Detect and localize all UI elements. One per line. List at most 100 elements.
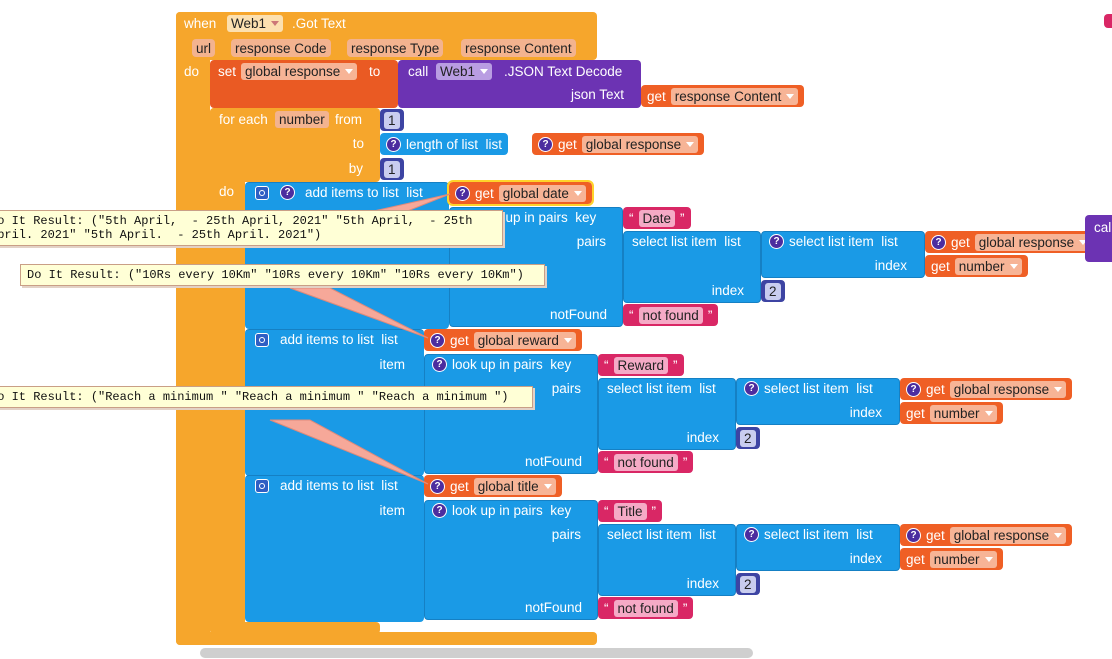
help-icon[interactable]: ?	[386, 136, 401, 152]
get-block: get response Content	[641, 85, 805, 107]
help-icon[interactable]: ?	[432, 357, 447, 372]
text-block: “ not found ”	[598, 597, 694, 619]
dropdown-arrow	[786, 93, 795, 99]
dropdown-field[interactable]: number	[929, 404, 997, 422]
dropdown-field[interactable]: global title	[473, 477, 556, 495]
text-block: “ Date ”	[623, 207, 691, 229]
block-label: to	[352, 136, 364, 151]
field-text: global response	[245, 64, 341, 79]
block-label: select list item list	[607, 381, 716, 396]
help-icon[interactable]: ?	[931, 234, 946, 250]
field: Date	[638, 209, 676, 227]
block-label: response Code	[235, 40, 327, 56]
block-label: url	[196, 40, 212, 56]
mutator-gear[interactable]	[255, 479, 269, 493]
dropdown-field[interactable]: global response	[949, 526, 1067, 544]
dropdown-field[interactable]: global response	[241, 63, 358, 80]
text-block: “ Title ”	[598, 500, 663, 522]
block-label: get	[906, 405, 925, 421]
block-label: select list item list	[764, 527, 873, 542]
field-text: global date	[502, 185, 569, 201]
field: not found	[613, 599, 678, 617]
comment-pointer	[269, 419, 429, 485]
comment-pointer	[289, 287, 429, 339]
field-text: global response	[585, 136, 682, 152]
help-icon[interactable]: ?	[432, 503, 447, 518]
block-label: get	[450, 478, 469, 494]
block-label: select list item list	[764, 381, 873, 396]
quote: ”	[651, 503, 657, 519]
help-icon[interactable]: ?	[430, 332, 445, 348]
help-icon[interactable]: ?	[906, 381, 921, 397]
field-text: 1	[388, 161, 396, 177]
mutator-gear[interactable]	[255, 333, 269, 347]
dropdown-arrow	[686, 141, 695, 147]
help-icon[interactable]: ?	[430, 478, 445, 494]
field-text: number	[933, 551, 980, 567]
block-label: call	[408, 64, 429, 79]
dropdown-field[interactable]: number	[929, 550, 997, 568]
dropdown-field[interactable]: global response	[974, 233, 1092, 251]
dropdown-field[interactable]: global response	[581, 135, 699, 153]
dropdown-field[interactable]: global date	[498, 184, 586, 202]
block-label: get	[475, 185, 494, 201]
select-block	[623, 231, 761, 303]
field: 1	[384, 160, 400, 178]
dropdown-field[interactable]: global reward	[473, 331, 576, 349]
length-block: ? length of list list	[380, 133, 509, 155]
do-it-comment: Do It Result: ("10Rs every 10Km" "10Rs e…	[20, 264, 545, 286]
help-icon[interactable]: ?	[455, 185, 470, 201]
block-label: set	[218, 64, 237, 79]
block-label: look up in pairs key	[452, 357, 572, 372]
text-block: “ not found ”	[623, 304, 719, 326]
quote: “	[629, 210, 634, 226]
block-label: pairs	[551, 381, 581, 396]
field-text: 2	[744, 430, 752, 446]
dropdown-field[interactable]: number	[954, 257, 1022, 275]
block-label: look up in pairs key	[452, 503, 572, 518]
block-label: index	[686, 576, 719, 591]
dropdown-arrow	[984, 410, 993, 416]
field-text: not found	[617, 600, 674, 616]
dropdown-field[interactable]: response Content	[670, 87, 799, 105]
scrollbar[interactable]	[200, 648, 753, 658]
get-block: ? get global response	[532, 133, 705, 155]
field-text: 2	[744, 576, 752, 592]
block-label: pairs	[576, 234, 606, 249]
field-text: not found	[617, 454, 674, 470]
text-block: “ Reward ”	[598, 354, 684, 376]
help-icon[interactable]: ?	[538, 136, 553, 152]
field-text: number	[279, 112, 325, 127]
dropdown-arrow	[543, 483, 552, 489]
mutator-gear[interactable]	[255, 186, 269, 200]
quote: “	[604, 357, 609, 373]
get-block: get number	[925, 255, 1028, 277]
help-icon[interactable]: ?	[744, 381, 759, 396]
block-label: index	[849, 551, 882, 566]
help-icon[interactable]: ?	[744, 527, 759, 542]
get-block: ? get global date	[447, 180, 594, 206]
quote: “	[604, 454, 609, 470]
block-label: notFound	[549, 307, 607, 322]
add-items-block	[245, 475, 424, 622]
block-label: select list item list	[632, 234, 741, 249]
block-label: select list item list	[789, 234, 898, 249]
block-label: notFound	[524, 454, 582, 469]
lookup-block	[424, 354, 598, 474]
block-label: for each	[219, 112, 268, 127]
select-block	[598, 524, 736, 596]
dropdown-field[interactable]: Web1	[436, 63, 493, 80]
block-label: add items to list list	[280, 478, 398, 493]
block-label: get	[926, 527, 945, 543]
help-icon[interactable]: ?	[769, 234, 784, 249]
dropdown-field[interactable]: global response	[949, 380, 1067, 398]
field: 2	[765, 282, 781, 300]
get-block: get number	[900, 402, 1003, 424]
block-label: get	[558, 136, 577, 152]
dropdown-field[interactable]: Web1	[227, 15, 284, 32]
help-icon[interactable]: ?	[280, 185, 295, 200]
help-icon[interactable]: ?	[906, 527, 921, 543]
field-text: global title	[477, 478, 539, 494]
block-label: to	[369, 64, 381, 79]
